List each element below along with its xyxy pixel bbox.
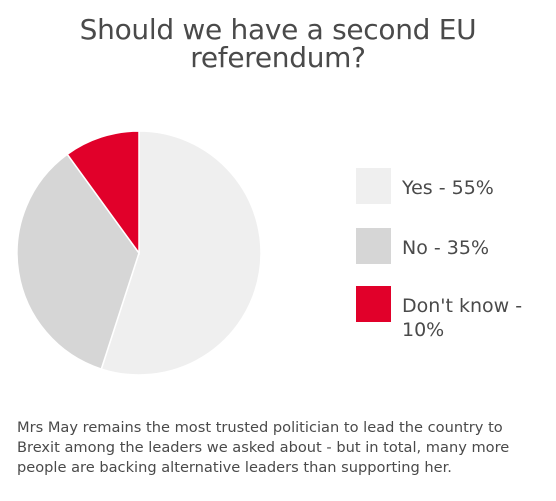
- pie-slice-no: [16, 153, 140, 370]
- pie-slices: [16, 130, 262, 376]
- legend-swatch-dont-know: [356, 286, 391, 322]
- legend-label-no: No - 35%: [402, 237, 490, 259]
- pie-chart: [16, 130, 262, 376]
- legend-swatch-no: [356, 228, 391, 264]
- chart-title: Should we have a second EU referendum?: [79, 13, 477, 74]
- pie-slice-yes: [100, 130, 262, 376]
- legend-swatch-yes: [356, 168, 391, 204]
- legend-item-dont-know: Don't know - 10%: [356, 286, 556, 341]
- pie-slice-dont-know: [66, 130, 140, 256]
- legend-item-no: No - 35%: [356, 228, 556, 264]
- legend-item-yes: Yes - 55%: [356, 168, 556, 204]
- legend-label-yes: Yes - 55%: [402, 177, 494, 199]
- caption-text: Mrs May remains the most trusted politic…: [17, 419, 510, 476]
- legend-label-dont-know: Don't know - 10%: [402, 295, 523, 341]
